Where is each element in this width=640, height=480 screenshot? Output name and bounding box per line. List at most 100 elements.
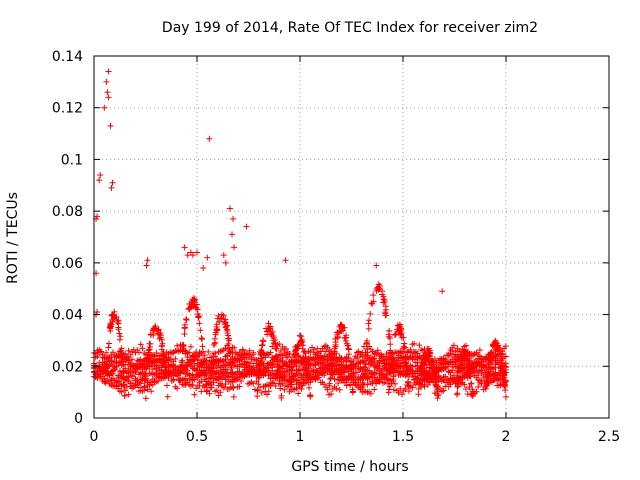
data-point — [208, 375, 215, 382]
data-point — [298, 385, 305, 392]
data-point — [288, 357, 295, 364]
data-point — [191, 365, 198, 372]
data-point — [204, 387, 211, 394]
data-point — [354, 369, 361, 376]
data-point — [387, 377, 394, 384]
data-point — [488, 377, 495, 384]
data-point — [414, 376, 421, 383]
chart-title: Day 199 of 2014, Rate Of TEC Index for r… — [162, 20, 538, 36]
data-point — [397, 385, 404, 392]
data-point — [200, 348, 207, 355]
data-point — [186, 300, 193, 307]
data-point — [424, 382, 431, 389]
data-point — [174, 385, 181, 392]
data-point — [368, 300, 375, 307]
data-point — [348, 366, 355, 373]
data-point — [319, 370, 326, 377]
data-point — [256, 374, 263, 381]
data-point — [208, 361, 215, 368]
data-point — [260, 337, 267, 344]
data-point — [184, 252, 191, 259]
data-point — [360, 374, 367, 381]
data-point — [121, 392, 128, 399]
data-point — [411, 340, 418, 347]
data-point — [305, 379, 312, 386]
data-point — [324, 361, 331, 368]
data-point — [439, 288, 446, 295]
data-point — [153, 378, 160, 385]
data-point — [445, 359, 452, 366]
data-point — [177, 369, 184, 376]
data-point — [336, 354, 343, 361]
data-point — [333, 363, 340, 370]
data-point — [438, 360, 445, 367]
data-point — [181, 330, 188, 337]
data-point — [279, 373, 286, 380]
data-point — [416, 342, 423, 349]
data-point — [182, 380, 189, 387]
data-point — [224, 369, 231, 376]
data-point — [321, 354, 328, 361]
data-point — [442, 373, 449, 380]
data-point — [254, 386, 261, 393]
data-point — [483, 364, 490, 371]
data-point — [276, 378, 283, 385]
data-point — [204, 254, 211, 261]
data-point — [501, 374, 508, 381]
data-point — [259, 342, 266, 349]
data-point — [279, 380, 286, 387]
data-point — [243, 354, 250, 361]
data-point — [395, 359, 402, 366]
data-point — [409, 384, 416, 391]
data-point — [396, 327, 403, 334]
data-point — [198, 388, 205, 395]
data-point — [239, 347, 246, 354]
data-point — [272, 383, 279, 390]
data-point — [273, 352, 280, 359]
data-point — [322, 368, 329, 375]
data-point — [281, 386, 288, 393]
data-point — [434, 388, 441, 395]
data-point — [213, 326, 220, 333]
data-point — [459, 352, 466, 359]
data-point — [213, 387, 220, 394]
data-point — [103, 370, 110, 377]
data-point — [164, 393, 171, 400]
data-point — [157, 330, 164, 337]
data-point — [497, 347, 504, 354]
data-point — [419, 377, 426, 384]
data-point — [347, 382, 354, 389]
data-point — [498, 357, 505, 364]
y-axis-label: ROTI / TECUs — [5, 192, 21, 284]
data-point — [153, 369, 160, 376]
y-tick-labels: 0 0.02 0.04 0.06 0.08 0.1 0.12 0.14 — [52, 49, 83, 427]
data-point — [309, 376, 316, 383]
data-point — [425, 352, 432, 359]
data-point — [115, 317, 122, 324]
data-point — [466, 361, 473, 368]
data-point — [415, 385, 422, 392]
data-point — [142, 375, 149, 382]
data-point — [231, 344, 238, 351]
data-point — [270, 334, 277, 341]
data-point — [473, 361, 480, 368]
data-point — [426, 347, 433, 354]
data-point — [364, 381, 371, 388]
data-point — [134, 364, 141, 371]
data-point — [222, 381, 229, 388]
data-point — [99, 369, 106, 376]
data-point — [230, 393, 237, 400]
data-point — [101, 375, 108, 382]
data-point — [484, 379, 491, 386]
data-point — [432, 375, 439, 382]
data-point — [296, 379, 303, 386]
data-point — [294, 342, 301, 349]
data-point — [226, 205, 233, 212]
y-tick-label: 0.14 — [52, 49, 83, 65]
data-point — [201, 352, 208, 359]
data-point — [215, 392, 222, 399]
data-point — [151, 327, 158, 334]
data-point — [199, 343, 206, 350]
data-point — [153, 349, 160, 356]
data-point — [367, 310, 374, 317]
